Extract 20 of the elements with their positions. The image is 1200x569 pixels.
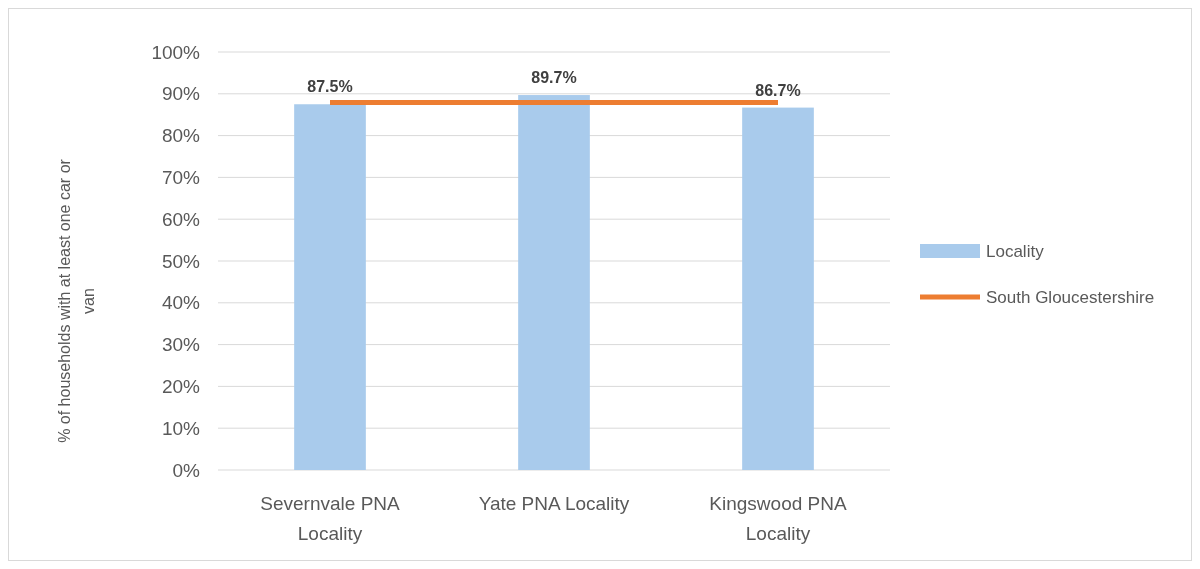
x-tick-label: Yate PNA Locality (478, 493, 630, 514)
y-tick-label: 40% (161, 292, 201, 314)
y-tick-label: 90% (161, 83, 201, 105)
data-label: 87.5% (307, 78, 353, 96)
y-tick-label: 80% (161, 125, 201, 147)
y-tick-label: 10% (161, 417, 201, 439)
y-tick-label: 20% (161, 376, 201, 398)
x-tick-label: Kingswood PNA Locality (709, 493, 847, 544)
y-tick-label: 60% (161, 208, 201, 230)
data-label: 89.7% (531, 69, 577, 87)
y-tick-label: 70% (161, 167, 201, 189)
y-tick-label: 30% (161, 334, 201, 356)
x-tick-label: Severnvale PNA Locality (260, 493, 401, 544)
legend-label: South Gloucestershire (986, 287, 1155, 307)
y-axis-title: % of households with at least one car or van (56, 158, 97, 443)
data-label: 86.7% (755, 81, 801, 99)
legend-label: Locality (986, 241, 1045, 261)
y-tick-label: 0% (172, 459, 201, 481)
y-tick-label: 50% (161, 250, 201, 272)
y-tick-label: 100% (151, 41, 201, 63)
